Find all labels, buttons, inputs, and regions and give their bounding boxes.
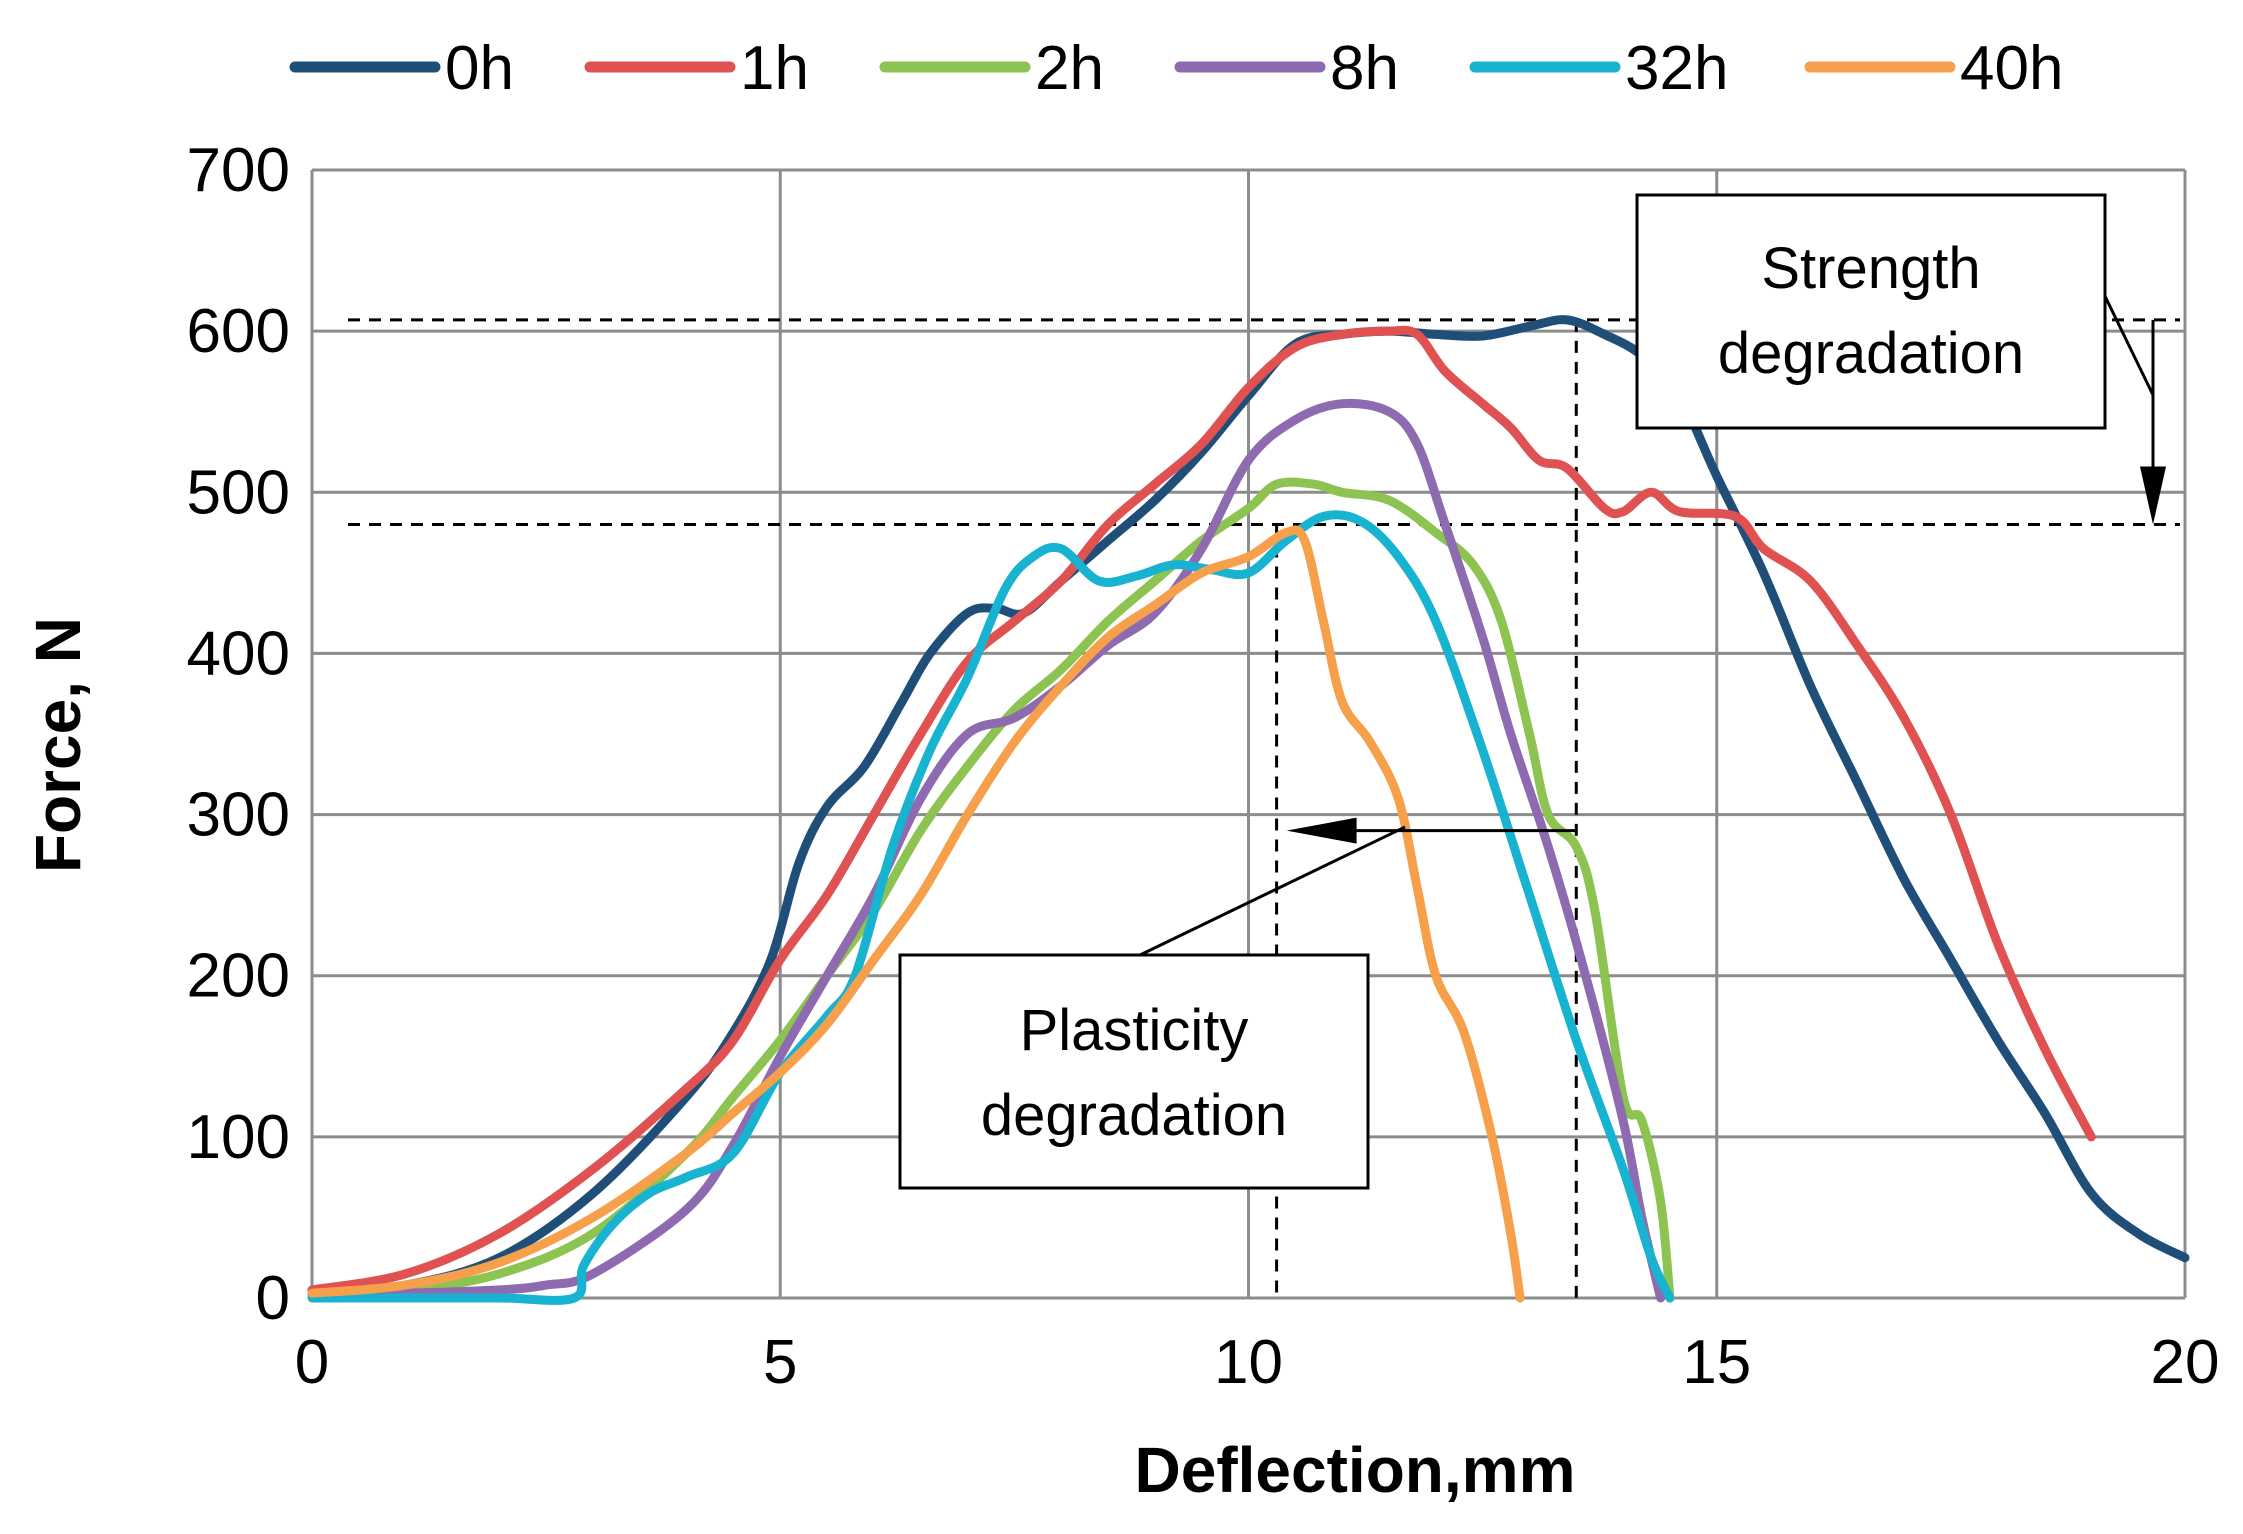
plasticity-degradation-line1: Plasticity: [1020, 998, 1249, 1063]
x-axis-title: Deflection,mm: [1135, 1434, 1576, 1506]
y-tick-label: 0: [256, 1264, 290, 1333]
x-tick-label: 0: [295, 1328, 329, 1397]
legend-label-0h: 0h: [445, 34, 514, 103]
strength-leader-line: [2101, 291, 2155, 396]
x-tick-label: 20: [2151, 1328, 2220, 1397]
legend-label-8h: 8h: [1330, 34, 1399, 103]
plasticity-arrow-head: [1286, 817, 1357, 844]
strength-arrow-head: [2140, 466, 2166, 525]
y-axis-ticks: 0 100 200 300 400 500 600 700: [187, 136, 290, 1333]
x-tick-label: 10: [1214, 1328, 1283, 1397]
legend-label-32h: 32h: [1625, 34, 1728, 103]
strength-degradation-box: [1635, 193, 2107, 430]
y-tick-label: 200: [187, 942, 290, 1011]
legend-label-40h: 40h: [1960, 34, 2063, 103]
y-tick-label: 300: [187, 781, 290, 850]
strength-degradation-line2: degradation: [1718, 321, 2024, 386]
x-axis-ticks: 0 5 10 15 20: [295, 1328, 2220, 1397]
legend-label-2h: 2h: [1035, 34, 1104, 103]
series-line-32h: [307, 510, 1675, 1305]
series-line-2h: [307, 477, 1675, 1303]
series-line-40h: [307, 525, 1525, 1303]
series-line-1h: [307, 325, 2096, 1295]
x-tick-label: 5: [763, 1328, 797, 1397]
y-tick-label: 700: [187, 136, 290, 205]
plasticity-degradation-line2: degradation: [981, 1083, 1287, 1148]
plasticity-leader-line: [1139, 825, 1406, 957]
reference-lines: [348, 318, 2180, 1298]
y-tick-label: 100: [187, 1103, 290, 1172]
x-tick-label: 15: [1682, 1328, 1751, 1397]
y-tick-label: 500: [187, 458, 290, 527]
y-tick-label: 400: [187, 619, 290, 688]
legend-label-1h: 1h: [740, 34, 809, 103]
y-tick-label: 600: [187, 297, 290, 366]
series-lines: [307, 315, 2190, 1305]
strength-degradation-line1: Strength: [1761, 236, 1980, 301]
y-axis-title: Force, N: [22, 617, 94, 873]
legend: 0h 1h 2h 8h 32h 40h: [289, 34, 2063, 103]
series-line-8h: [307, 398, 1666, 1303]
strength-degradation-annotation: Strength degradation: [1635, 193, 2166, 525]
plasticity-degradation-box: [898, 953, 1370, 1190]
plasticity-degradation-annotation: Plasticity degradation: [898, 817, 1577, 1190]
